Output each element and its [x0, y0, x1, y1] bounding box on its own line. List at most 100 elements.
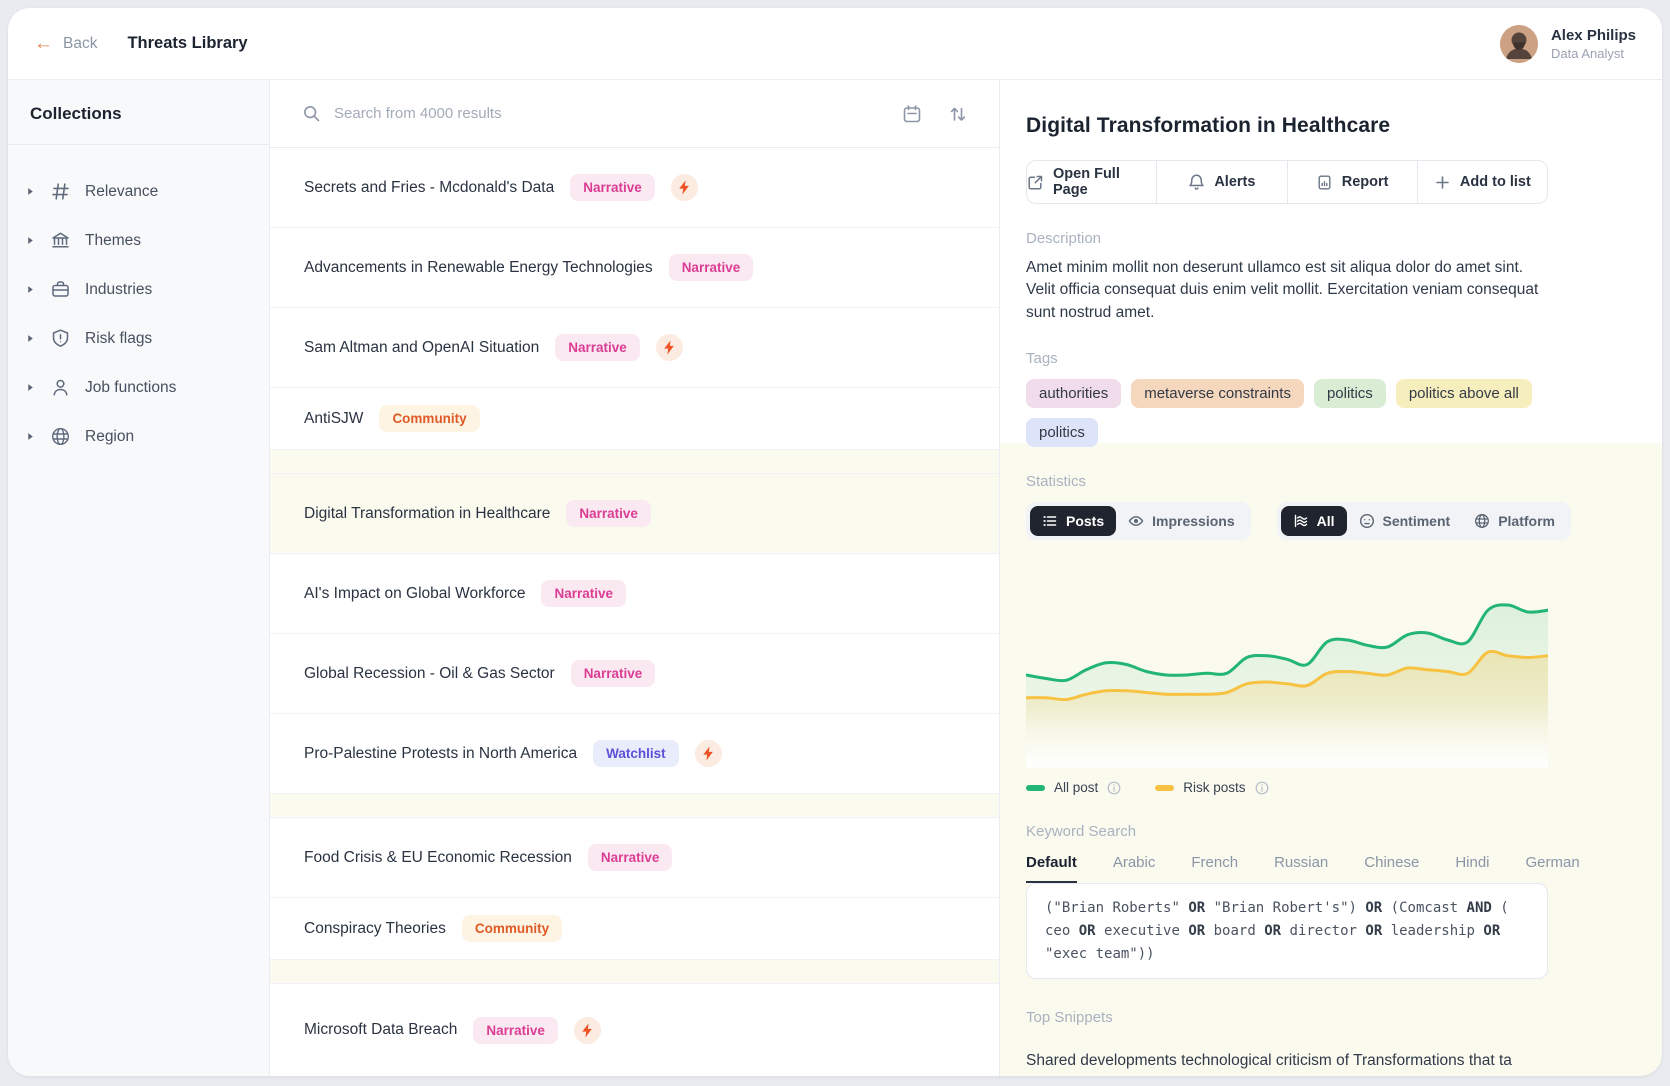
globe-icon — [50, 426, 71, 447]
tag-chip[interactable]: metaverse constraints — [1131, 379, 1304, 409]
category-badge: Narrative — [570, 174, 655, 201]
sidebar-item-label: Relevance — [85, 182, 159, 200]
bolt-icon — [694, 740, 722, 767]
threat-row[interactable]: Microsoft Data Breach Narrative — [270, 984, 999, 1076]
threat-title: Microsoft Data Breach — [304, 1021, 458, 1038]
toggle-platform[interactable]: Platform — [1462, 506, 1567, 536]
toggle-label: Posts — [1066, 513, 1105, 530]
sidebar-item-region[interactable]: Region — [8, 412, 269, 461]
legend-swatch — [1155, 784, 1175, 791]
threat-title: Secrets and Fries - Mcdonald's Data — [304, 178, 555, 196]
threat-row[interactable]: Secrets and Fries - Mcdonald's Data Narra… — [270, 148, 999, 228]
sidebar-item-job-functions[interactable]: Job functions — [8, 363, 269, 412]
list-icon — [1042, 513, 1058, 529]
list-gap-strip — [270, 960, 999, 984]
toggle-posts[interactable]: Posts — [1030, 506, 1117, 537]
app-window: ← Back Threats Library Alex Philips Data… — [8, 8, 1662, 1076]
threat-row[interactable]: AntiSJW Community — [270, 388, 999, 450]
keyword-query-box[interactable]: ("Brian Roberts" OR "Brian Robert's") OR… — [1026, 883, 1548, 980]
tab-hindi[interactable]: Hindi — [1455, 854, 1490, 872]
back-label: Back — [63, 34, 98, 52]
toggle-label: Platform — [1498, 513, 1555, 530]
back-button[interactable]: ← Back — [34, 33, 97, 55]
avatar — [1499, 24, 1538, 63]
eye-icon — [1128, 513, 1144, 529]
threat-row[interactable]: Sam Altman and OpenAI Situation Narrative — [270, 308, 999, 388]
caret-right-icon — [26, 432, 35, 441]
user-role: Data Analyst — [1550, 45, 1624, 61]
category-badge: Narrative — [570, 660, 656, 687]
threat-title: Food Crisis & EU Economic Recession — [304, 848, 572, 866]
sidebar-item-label: Themes — [85, 231, 141, 249]
info-icon[interactable] — [1107, 781, 1121, 795]
tab-french[interactable]: French — [1191, 854, 1239, 872]
tag-chip[interactable]: authorities — [1026, 379, 1122, 409]
person-icon — [50, 377, 71, 398]
sidebar-item-label: Region — [85, 427, 135, 445]
toggle-label: Sentiment — [1382, 513, 1451, 530]
toggle-impressions[interactable]: Impressions — [1116, 506, 1246, 536]
threat-title: AI's Impact on Global Workforce — [304, 584, 526, 602]
sidebar-item-relevance[interactable]: Relevance — [8, 167, 269, 216]
sidebar-item-risk-flags[interactable]: Risk flags — [8, 314, 269, 363]
threat-row[interactable]: Pro-Palestine Protests in North America W… — [270, 714, 999, 794]
platform-globe-icon — [1474, 513, 1490, 529]
briefcase-icon — [50, 279, 71, 300]
tag-chip[interactable]: politics — [1313, 379, 1386, 409]
description-text: Amet minim mollit non deserunt ullamco e… — [1026, 259, 1539, 321]
detail-title: Digital Transformation in Healthcare — [1026, 114, 1391, 137]
info-icon[interactable] — [1255, 781, 1269, 795]
tab-russian[interactable]: Russian — [1274, 854, 1329, 872]
metric-toggle-group: Posts Impressions — [1026, 502, 1251, 541]
sidebar-item-themes[interactable]: Themes — [8, 216, 269, 265]
chart-legend: All post Risk posts — [1026, 780, 1548, 795]
bank-icon — [50, 230, 71, 251]
sidebar-item-label: Risk flags — [85, 329, 153, 347]
tab-chinese[interactable]: Chinese — [1364, 854, 1420, 872]
threat-title: Pro-Palestine Protests in North America — [304, 744, 578, 762]
tab-default[interactable]: Default — [1026, 854, 1077, 884]
open-full-page-button[interactable]: Open Full Page — [1027, 161, 1156, 203]
action-label: Report — [1341, 174, 1389, 190]
threat-title: Digital Transformation in Healthcare — [304, 504, 551, 522]
smiley-icon — [1359, 513, 1375, 529]
tab-arabic[interactable]: Arabic — [1112, 854, 1156, 872]
sidebar-item-industries[interactable]: Industries — [8, 265, 269, 314]
calendar-icon[interactable] — [901, 103, 923, 125]
sidebar-item-label: Industries — [85, 280, 153, 298]
threat-row[interactable]: Conspiracy Theories Community — [270, 898, 999, 960]
legend-item: Risk posts — [1155, 780, 1268, 795]
search-input[interactable] — [334, 105, 901, 122]
alerts-button[interactable]: Alerts — [1156, 161, 1286, 203]
threat-title: Global Recession - Oil & Gas Sector — [304, 664, 555, 682]
threat-row[interactable]: Digital Transformation in Healthcare Narr… — [270, 474, 999, 554]
sort-icon[interactable] — [947, 103, 969, 125]
threat-row[interactable]: AI's Impact on Global Workforce Narrative — [270, 554, 999, 634]
report-button[interactable]: Report — [1286, 161, 1417, 203]
tag-chip[interactable]: politics above all — [1395, 379, 1532, 409]
hash-icon — [50, 181, 71, 202]
list-toolbar — [270, 80, 999, 148]
detail-action-group: Open Full Page Alerts Report Add to list — [1026, 160, 1548, 204]
threat-row[interactable]: Advancements in Renewable Energy Technol… — [270, 228, 999, 308]
toggle-sentiment[interactable]: Sentiment — [1347, 506, 1463, 536]
threat-detail-panel: Digital Transformation in Healthcare Ope… — [1000, 80, 1662, 1076]
user-name: Alex Philips — [1550, 26, 1636, 44]
tag-chip[interactable]: politics — [1026, 418, 1098, 448]
threat-row[interactable]: Food Crisis & EU Economic Recession Narra… — [270, 818, 999, 898]
bolt-icon — [573, 1016, 601, 1044]
threat-title: Advancements in Renewable Energy Technol… — [304, 258, 653, 276]
report-icon — [1316, 174, 1333, 191]
tab-german[interactable]: German — [1525, 854, 1580, 872]
user-menu[interactable]: Alex Philips Data Analyst — [1499, 24, 1636, 63]
legend-item: All post — [1026, 780, 1121, 795]
toggle-all[interactable]: All — [1280, 506, 1347, 537]
threat-row[interactable]: Global Recession - Oil & Gas Sector Narra… — [270, 634, 999, 714]
statistics-label: Statistics — [1026, 473, 1087, 491]
top-bar: ← Back Threats Library Alex Philips Data… — [8, 8, 1662, 80]
description-label: Description — [1026, 230, 1102, 247]
page-title: Threats Library — [127, 34, 248, 52]
language-tabs: Default Arabic French Russian Chinese Hindi Ge… — [1026, 854, 1580, 884]
toggle-label: All — [1316, 513, 1335, 530]
add-to-list-button[interactable]: Add to list — [1416, 161, 1547, 203]
